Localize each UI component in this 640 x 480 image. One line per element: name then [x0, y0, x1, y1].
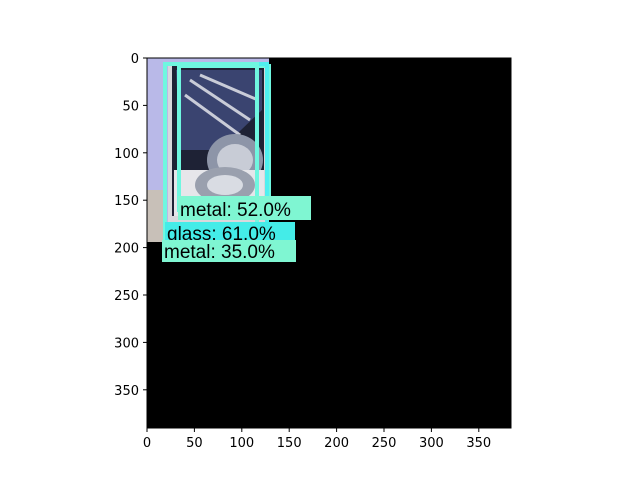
label-metal-52: metal: 52.0% [180, 200, 291, 221]
label-bg-glass-61 [165, 222, 295, 244]
y-tick-label: 100 [114, 147, 139, 162]
image-area: glass: 61.0% metal: 52.0% metal: 35.0% [147, 58, 511, 428]
x-tick-label: 150 [277, 436, 302, 451]
y-tick-label: 50 [122, 99, 139, 114]
y-tick-label: 300 [114, 336, 139, 351]
label-bg-metal-52 [178, 196, 311, 220]
label-glass-61: glass: 61.0% [167, 224, 276, 245]
y-tick-label: 250 [114, 289, 139, 304]
y-tick-label: 0 [131, 52, 139, 67]
x-tick-label: 50 [186, 436, 203, 451]
y-tick-label: 350 [114, 384, 139, 399]
x-tick-label: 250 [372, 436, 397, 451]
x-tick-label: 350 [466, 436, 491, 451]
axes-frame [146, 57, 512, 429]
can-bottom-highlight [207, 175, 243, 195]
x-tick-label: 0 [143, 436, 151, 451]
x-axis: 0 50 100 150 200 250 300 350 [143, 428, 491, 451]
x-tick-label: 300 [419, 436, 444, 451]
can-highlights [184, 73, 259, 137]
y-tick-label: 150 [114, 194, 139, 209]
y-tick-label: 200 [114, 242, 139, 257]
photo-region [147, 58, 269, 242]
y-axis: 0 50 100 150 200 250 300 350 [114, 52, 147, 399]
label-bg-metal-35 [162, 240, 296, 262]
x-tick-label: 200 [324, 436, 349, 451]
photo-floor [147, 190, 165, 242]
can-label-area [176, 70, 262, 150]
x-tick-label: 100 [229, 436, 254, 451]
label-metal-35: metal: 35.0% [164, 242, 275, 263]
